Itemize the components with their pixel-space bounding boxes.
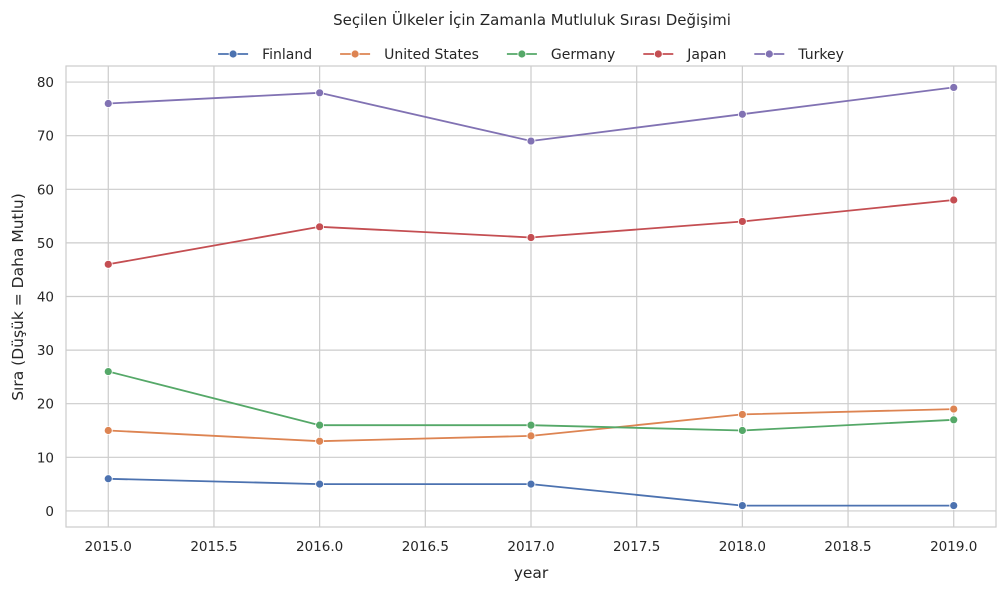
x-tick-label: 2016.5 — [402, 539, 449, 555]
x-axis-ticks: 2015.0 2015.5 2016.0 2016.5 2017.0 2017.5 2018… — [85, 539, 978, 555]
series-japan — [103, 195, 959, 269]
x-tick-label: 2019.0 — [930, 539, 977, 555]
series-united-states — [103, 404, 959, 446]
y-tick-label: 20 — [37, 397, 54, 413]
y-tick-label: 0 — [45, 504, 54, 520]
data-point-turkey — [315, 88, 325, 98]
y-axis-label: Sıra (Düşük = Daha Mutlu) — [9, 193, 27, 401]
data-point-germany — [526, 420, 536, 430]
data-point-finland — [949, 501, 959, 510]
y-tick-label: 60 — [37, 182, 54, 198]
x-tick-label: 2016.0 — [296, 539, 343, 555]
data-point-turkey — [949, 83, 959, 92]
legend-swatch-marker — [228, 49, 238, 59]
series-finland — [103, 474, 959, 510]
x-tick-label: 2015.5 — [190, 539, 237, 555]
data-point-united-states — [949, 404, 959, 414]
data-point-turkey — [103, 99, 113, 108]
data-point-germany — [103, 367, 113, 376]
legend-label: United States — [384, 47, 479, 63]
x-tick-label: 2017.0 — [507, 539, 554, 555]
data-point-japan — [103, 259, 113, 269]
y-tick-label: 50 — [37, 236, 54, 252]
data-point-united-states — [737, 410, 747, 419]
legend: Finland United States Germany Japan Turkey — [218, 47, 844, 63]
y-tick-label: 10 — [37, 450, 54, 466]
data-point-finland — [315, 479, 325, 489]
data-point-germany — [949, 415, 959, 425]
y-tick-label: 70 — [37, 129, 54, 145]
legend-swatch-marker — [517, 49, 527, 59]
legend-swatch-marker — [764, 49, 774, 59]
data-point-finland — [526, 479, 536, 489]
data-point-germany — [737, 426, 747, 435]
data-point-japan — [315, 222, 325, 232]
legend-label: Germany — [551, 47, 615, 63]
data-point-germany — [315, 420, 325, 430]
legend-item-germany: Germany — [506, 47, 615, 63]
legend-item-finland: Finland — [218, 47, 312, 63]
series-germany — [103, 367, 959, 435]
series-turkey — [103, 83, 959, 146]
data-point-turkey — [737, 109, 747, 119]
data-point-united-states — [103, 426, 113, 435]
y-tick-label: 40 — [37, 290, 54, 306]
legend-swatch-marker — [350, 49, 360, 59]
data-point-japan — [737, 217, 747, 226]
x-tick-label: 2015.0 — [85, 539, 132, 555]
x-axis-label: year — [514, 564, 549, 582]
legend-label: Japan — [686, 47, 726, 63]
legend-item-turkey: Turkey — [754, 47, 844, 63]
legend-label: Finland — [262, 47, 312, 63]
legend-label: Turkey — [797, 47, 844, 63]
data-point-united-states — [526, 431, 536, 441]
grid — [66, 66, 996, 527]
legend-swatch-marker — [653, 49, 663, 59]
data-point-finland — [103, 474, 113, 484]
data-point-united-states — [315, 436, 325, 446]
x-tick-label: 2017.5 — [613, 539, 660, 555]
legend-item-united-states: United States — [340, 47, 479, 63]
data-point-turkey — [526, 136, 536, 146]
legend-item-japan: Japan — [643, 47, 726, 63]
data-point-finland — [737, 501, 747, 510]
x-tick-label: 2018.0 — [719, 539, 766, 555]
y-tick-label: 80 — [37, 75, 54, 91]
x-tick-label: 2018.5 — [824, 539, 871, 555]
chart-title: Seçilen Ülkeler İçin Zamanla Mutluluk Sı… — [333, 10, 731, 29]
y-axis-ticks: 0 10 20 30 40 50 60 70 80 — [37, 75, 54, 520]
series-layer — [103, 83, 959, 510]
data-point-japan — [526, 233, 536, 242]
y-tick-label: 30 — [37, 343, 54, 359]
data-point-japan — [949, 195, 959, 205]
